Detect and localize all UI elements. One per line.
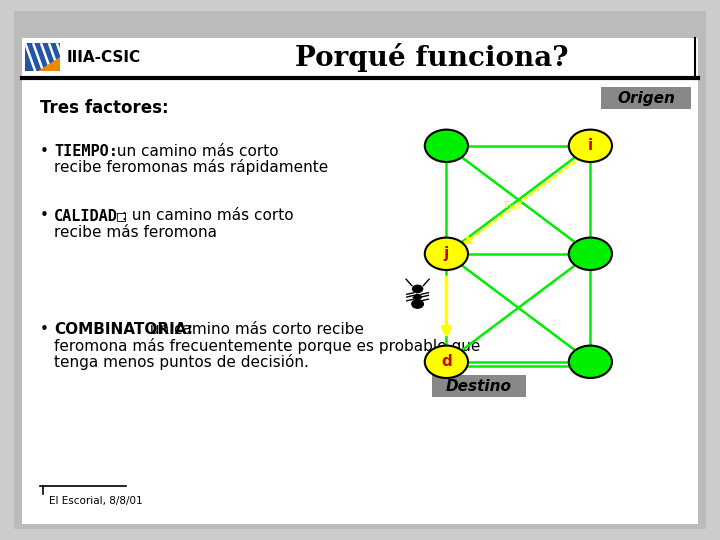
Text: Origen: Origen (618, 91, 675, 106)
Bar (25, 43, 60, 71)
Bar (22, 38, 698, 78)
Circle shape (569, 130, 612, 162)
Text: ★: ★ (411, 302, 413, 303)
Circle shape (413, 294, 422, 300)
Text: d: d (441, 354, 451, 369)
Bar (432, 375, 526, 397)
Circle shape (411, 299, 424, 309)
Text: : un camino más corto: : un camino más corto (117, 208, 294, 224)
Text: TIEMPO:: TIEMPO: (54, 144, 118, 159)
Circle shape (569, 238, 612, 270)
Circle shape (425, 238, 468, 270)
Text: Porqué funciona?: Porqué funciona? (295, 43, 569, 72)
Text: recibe más feromona: recibe más feromona (54, 225, 217, 240)
Bar (22, 78, 698, 524)
Text: $\tau_{ijd}$: $\tau_{ijd}$ (501, 199, 521, 214)
Text: IIIA-CSIC: IIIA-CSIC (66, 50, 140, 65)
Text: El Escorial, 8/8/01: El Escorial, 8/8/01 (49, 496, 143, 506)
Text: Tres factores:: Tres factores: (40, 99, 168, 117)
Text: •: • (40, 144, 48, 159)
Text: i: i (588, 138, 593, 153)
Text: CALIDAD□: CALIDAD□ (54, 208, 127, 224)
Circle shape (425, 346, 468, 378)
Text: •: • (40, 208, 48, 224)
Bar (601, 87, 691, 109)
Circle shape (412, 285, 423, 293)
Text: feromona más frecuentemente porque es probable que: feromona más frecuentemente porque es pr… (54, 338, 480, 354)
Text: recibe feromonas más rápidamente: recibe feromonas más rápidamente (54, 159, 328, 176)
Polygon shape (38, 57, 60, 71)
Text: un camino más corto recibe: un camino más corto recibe (145, 322, 364, 337)
Text: COMBINATORIA:: COMBINATORIA: (54, 322, 193, 337)
Text: un camino más corto: un camino más corto (112, 144, 278, 159)
Text: Destino: Destino (446, 379, 512, 394)
Circle shape (569, 346, 612, 378)
Text: ✦: ✦ (410, 293, 422, 307)
Text: j: j (444, 246, 449, 261)
Circle shape (425, 130, 468, 162)
Text: •: • (40, 322, 48, 337)
Text: tenga menos puntos de decisión.: tenga menos puntos de decisión. (54, 354, 309, 370)
